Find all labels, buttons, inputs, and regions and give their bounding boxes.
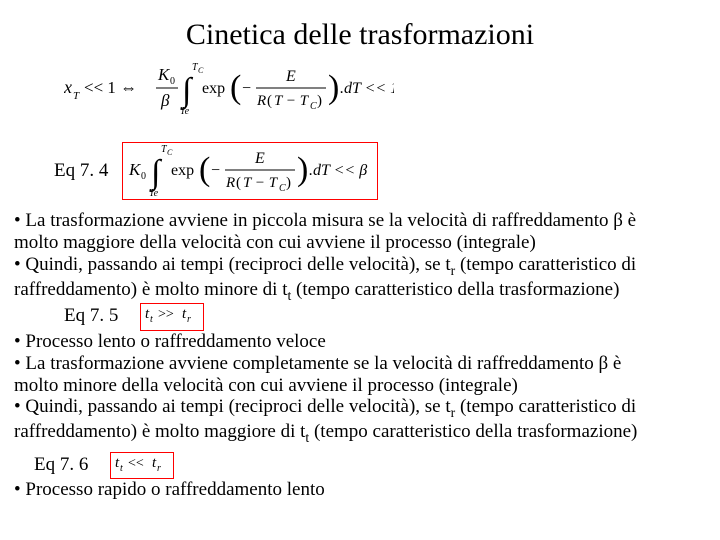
equation-74-box: K 0 ∫ T C Te exp ( ) − E R ( T − T C (122, 142, 378, 200)
svg-text:.dT << β: .dT << β (309, 162, 367, 179)
svg-text:0: 0 (170, 76, 175, 87)
svg-text:T − T: T − T (243, 175, 279, 191)
svg-text:t: t (120, 463, 123, 473)
svg-text:): ) (328, 69, 339, 106)
svg-text:K: K (128, 160, 142, 179)
text-line: molto maggiore della velocità con cui av… (14, 232, 536, 253)
text-line: (tempo caratteristico della trasformazio… (291, 279, 619, 300)
svg-text:T − T: T − T (274, 93, 310, 109)
svg-text:x: x (64, 77, 72, 97)
svg-text:(: ( (236, 175, 241, 191)
text-line: • La trasformazione avviene completament… (14, 353, 621, 374)
body-text: • La trasformazione avviene in piccola m… (14, 210, 706, 501)
eq-label-75: Eq 7. 5 (64, 305, 118, 326)
svg-text:): ) (297, 151, 308, 188)
text-line: • Quindi, passando ai tempi (reciproci d… (14, 254, 451, 275)
svg-text:): ) (317, 93, 322, 109)
svg-text:R: R (256, 93, 266, 109)
svg-text:C: C (198, 66, 204, 75)
text-line: • Processo lento o raffreddamento veloce (14, 331, 326, 352)
svg-text:r: r (157, 463, 161, 473)
svg-text:r: r (187, 314, 191, 324)
svg-text:E: E (285, 68, 296, 85)
equation-top: x T << 1 ⇔ K 0 β ∫ T C Te exp ( ) − (64, 61, 394, 123)
eq-label-76: Eq 7. 6 (34, 454, 88, 475)
text-line: • Processo rapido o raffreddamento lento (14, 479, 325, 500)
svg-text:0: 0 (141, 171, 146, 182)
svg-text:T: T (73, 90, 80, 102)
equation-76-box: t t << t r (110, 452, 174, 480)
svg-text:β: β (160, 91, 170, 110)
svg-text:(: ( (230, 69, 241, 106)
svg-text:): ) (286, 175, 291, 191)
svg-text:.dT << 1: .dT << 1 (340, 80, 394, 97)
svg-text:Te: Te (149, 188, 159, 199)
equation-75-box: t t >> t r (140, 303, 204, 331)
svg-text:E: E (254, 150, 265, 167)
text-line: molto minore della velocità con cui avvi… (14, 375, 518, 396)
slide-title: Cinetica delle trasformazioni (14, 18, 706, 53)
svg-text:t: t (150, 314, 153, 324)
svg-text:exp: exp (202, 80, 225, 97)
svg-text:Te: Te (180, 106, 190, 117)
text-line: raffreddamento) è molto minore di t (14, 279, 287, 300)
text-line: (tempo caratteristico di (455, 396, 636, 417)
svg-text:C: C (167, 148, 173, 157)
svg-text:−: − (211, 162, 220, 179)
svg-text:C: C (279, 183, 286, 194)
text-line: (tempo caratteristico di (455, 254, 636, 275)
text-line: • La trasformazione avviene in piccola m… (14, 210, 636, 231)
text-line: raffreddamento) è molto maggiore di t (14, 421, 305, 442)
text-line: • Quindi, passando ai tempi (reciproci d… (14, 396, 451, 417)
svg-text:R: R (225, 175, 235, 191)
svg-text:K: K (157, 65, 171, 84)
svg-text:>>: >> (158, 307, 174, 322)
svg-text:C: C (310, 101, 317, 112)
svg-text:−: − (242, 80, 251, 97)
svg-text:<< 1 ⇔: << 1 ⇔ (84, 78, 137, 97)
svg-text:(: ( (267, 93, 272, 109)
svg-text:(: ( (199, 151, 210, 188)
eq-label-74: Eq 7. 4 (54, 160, 108, 182)
svg-text:exp: exp (171, 162, 194, 179)
text-line: (tempo caratteristico della trasformazio… (309, 421, 637, 442)
svg-text:<<: << (128, 456, 144, 471)
